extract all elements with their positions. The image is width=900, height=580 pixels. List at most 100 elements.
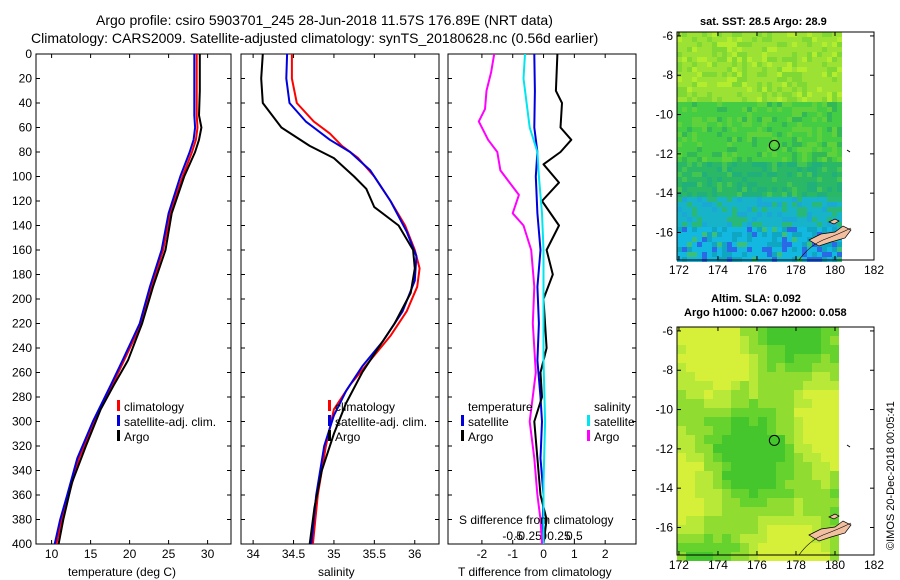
series-line-salinity-argo: [477, 54, 543, 544]
map-y-tick-label: -6: [662, 324, 673, 338]
legend-label-sal-argo: Argo: [594, 430, 620, 444]
difference-legend: temperature satellite Argo salinity sate…: [461, 400, 635, 444]
legend-swatch-climatology: [328, 400, 331, 411]
series-line-argo: [57, 54, 203, 544]
y-tick-label: 40: [19, 96, 33, 110]
temperature-lines: [53, 54, 203, 544]
difference-lines: [477, 54, 573, 544]
map-x-tick-label: 180: [825, 263, 845, 277]
legend-swatch-satellite: [117, 415, 120, 426]
series-line-satellite-adj-clim-: [53, 54, 197, 544]
legend-swatch-argo: [328, 430, 331, 441]
map-x-tick-label: 182: [864, 558, 884, 572]
map-x-tick-label: 172: [669, 263, 689, 277]
sla-map-title-line2: Argo h1000: 0.067 h2000: 0.058: [684, 307, 847, 319]
y-tick-label: 360: [12, 488, 32, 502]
map-y-tick-label: -10: [656, 108, 674, 122]
legend-label-sal-satellite: satellite: [594, 415, 635, 429]
x-tick-label: 30: [201, 547, 215, 561]
temperature-legend: climatology satellite-adj. clim. Argo: [117, 400, 216, 444]
legend-label-argo: Argo: [124, 430, 150, 444]
temperature-xlabel: temperature (deg C): [68, 565, 176, 579]
y-tick-label: 20: [19, 72, 33, 86]
map-frame: [676, 31, 875, 261]
legend-label-temp-argo: Argo: [468, 430, 494, 444]
series-line-argo: [260, 54, 416, 544]
difference-xlabel: T difference from climatology: [458, 565, 612, 579]
y-tick-label: 220: [12, 317, 32, 331]
top-tick-label: -0.25: [514, 529, 542, 543]
x-tick-label: 34: [246, 547, 260, 561]
x-tick-label: -2: [477, 547, 488, 561]
salinity-panel-frame: [240, 53, 440, 545]
y-tick-label: 300: [12, 415, 32, 429]
series-line-salinity-satellite: [522, 54, 547, 544]
island-land: [808, 520, 852, 542]
salinity-lines: [260, 54, 421, 544]
x-tick-label: 25: [162, 547, 176, 561]
imos-credit: ©IMOS 20-Dec-2018 00:05:41: [885, 401, 897, 550]
map-frame: [676, 326, 875, 556]
legend-heading-temperature: temperature: [468, 400, 533, 414]
y-tick-label: 200: [12, 292, 32, 306]
figure-title-line1: Argo profile: csiro 5903701_245 28-Jun-2…: [96, 12, 553, 28]
y-tick-label: 280: [12, 390, 32, 404]
legend-swatch-sal-satellite: [587, 415, 590, 426]
difference-panel-frame: [447, 53, 637, 545]
y-tick-label: 160: [12, 243, 32, 257]
map-x-tick-label: 174: [708, 263, 728, 277]
map-field: [677, 327, 839, 561]
y-tick-label: 320: [12, 439, 32, 453]
sst-map: 172 174 176 178 180 182 -6 -8 -10 -12 -14 -16: [656, 29, 885, 277]
legend-label-climatology: climatology: [124, 400, 184, 414]
y-tick-label: 100: [12, 170, 32, 184]
legend-label-satellite: satellite-adj. clim.: [124, 415, 216, 429]
map-x-tick-label: 180: [825, 558, 845, 572]
legend-heading-salinity: salinity: [594, 400, 631, 414]
small-island: [846, 444, 851, 448]
coastline: [798, 227, 852, 261]
map-x-tick-label: 176: [747, 558, 767, 572]
y-tick-label: 260: [12, 366, 32, 380]
map-y-tick-label: -16: [656, 520, 674, 534]
series-line-climatology: [55, 54, 199, 544]
x-tick-label: 15: [84, 547, 98, 561]
legend-label-satellite: satellite-adj. clim.: [335, 415, 427, 429]
map-x-tick-label: 172: [669, 558, 689, 572]
difference-top-axis-label: S difference from climatology: [459, 513, 614, 527]
difference-axis-ticks: -2 -1 0 1 2-0.5-0.250 0.250.5: [448, 53, 636, 561]
x-tick-label: -1: [507, 547, 518, 561]
legend-swatch-satellite: [328, 415, 331, 426]
top-tick-label: -0.5: [502, 529, 523, 543]
x-tick-label: 34.5: [282, 547, 306, 561]
map-y-tick-label: -8: [662, 363, 673, 377]
map-y-tick-label: -10: [656, 403, 674, 417]
temperature-axis-ticks: 0 20 40 60 80 100 120 140 160 180 200 220 240 260 280 3…: [12, 47, 231, 561]
argo-location-marker: [768, 434, 780, 446]
island-land: [828, 513, 840, 520]
map-y-tick-label: -14: [656, 186, 674, 200]
top-tick-label: 0.25: [547, 529, 571, 543]
legend-label-argo: Argo: [335, 430, 361, 444]
map-x-tick-label: 176: [747, 263, 767, 277]
island-land: [808, 225, 852, 247]
y-tick-label: 380: [12, 513, 32, 527]
map-y-tick-label: -16: [656, 225, 674, 239]
island-land: [828, 218, 840, 225]
y-tick-label: 340: [12, 464, 32, 478]
salinity-legend: climatology satellite-adj. clim. Argo: [328, 400, 427, 444]
series-line-temperature-satellite: [533, 54, 545, 544]
y-tick-label: 60: [19, 121, 33, 135]
coastline: [798, 522, 852, 556]
map-y-tick-label: -14: [656, 481, 674, 495]
x-tick-label: 20: [123, 547, 137, 561]
x-tick-label: 36: [408, 547, 422, 561]
y-tick-label: 120: [12, 194, 32, 208]
legend-swatch-sal-argo: [587, 430, 590, 441]
map-x-tick-label: 178: [786, 558, 806, 572]
sla-map-title-line1: Altim. SLA: 0.092: [711, 293, 801, 305]
map-y-tick-label: -12: [656, 442, 674, 456]
legend-label-climatology: climatology: [335, 400, 395, 414]
x-tick-label: 10: [45, 547, 59, 561]
